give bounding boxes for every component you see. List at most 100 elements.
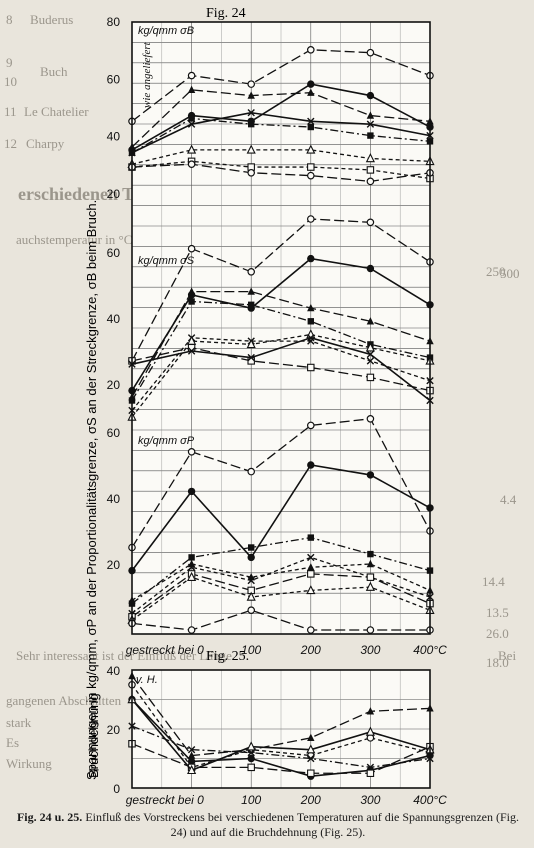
fig24-σB-point [366,120,375,128]
fig24-σB-point [187,85,196,94]
fig24-σB-point [247,168,256,177]
fig24-σS-point [366,264,375,273]
fig24-σB-series-line [131,160,431,180]
fig24-σS-series-line [131,257,431,392]
fig24-σB-point [366,48,375,57]
fig24-σP-point [247,467,256,476]
fig24-σS-point [366,373,375,382]
fig24-scale-label: kg/qmm σP [138,435,195,447]
fig24-σS-series-line [131,347,431,392]
bg-row-8: 8 [6,12,13,27]
fig24-σP-point [247,553,255,562]
fig25-x-tick-label: gestreckt bei 0 [126,793,204,807]
bg-val-5: 18.0 [486,655,509,670]
fig24-σB-series-line [131,117,431,154]
bg-col-250: 250 [486,264,506,279]
bg-val-1: 4.4 [500,492,517,507]
fig25-point [247,754,255,763]
fig24-σB-point [307,117,315,125]
fig24-σB-point [188,115,195,122]
fig25-point [307,733,315,742]
fig24-σP-series-line [131,464,431,572]
fig24-σS-series-line [131,218,431,362]
bg-row-10: 10 [4,74,17,89]
fig24-σB-point [187,144,197,154]
fig24-σP-point [187,571,197,581]
fig24-σP-series-line [131,536,431,605]
fig25-x-tick-label: 100 [241,793,261,807]
fig24-σP-point [366,471,375,479]
fig24-σS-point [306,215,315,223]
fig24-σS-point [366,317,375,325]
fig24-σP-point [188,554,195,561]
fig24-y-tick-label: 60 [107,246,121,260]
fig25-y-tick-label: 0 [113,782,120,796]
fig24-σS-series-line [131,300,431,401]
fig24-x-tick-label: 400°C [413,643,447,657]
fig24-σS-point [247,287,255,295]
bg-bottom-1: Sehr interessant ist der Einfluß der Län… [16,648,236,663]
fig25-point [306,744,316,754]
fig24-σP-point [247,576,255,585]
fig24-σP-point [366,559,375,568]
fig24-x-tick-label: 300 [360,643,380,657]
fig24-y-tick-label: 40 [107,312,121,326]
fig24-σB-series-line [131,89,431,148]
fig24-σB-point [247,80,256,88]
figure-caption: Fig. 24 u. 25. Einfluß des Vorstreckens … [8,810,528,840]
fig24-σP-series-line [131,573,431,618]
fig24-σS-point [365,342,375,352]
fig24-σP-point [187,563,196,571]
fig24-σS-point [307,303,315,312]
fig24-σB-point [366,166,375,174]
fig24-y-tick-label: 40 [107,130,121,144]
fig24-σP-point [247,606,256,615]
bg-bottom-3: gangenen Abschnitten [6,693,122,708]
fig24-σS-series-line [131,336,431,402]
fig25-title: Fig. 25. [206,649,249,664]
fig24-σP-point [366,626,375,634]
fig25-point [366,707,375,715]
fig24-y-tick-label: 20 [107,187,121,201]
fig25-point [187,751,196,759]
fig24-σP-series-line [131,563,431,601]
fig24-σB-point [306,171,315,180]
fig24-y-tick-label: 20 [107,378,121,392]
fig24-labels: 80 60 40 20 kg/qmm σB wie angeliefert 60 40 20 kg… [107,15,447,657]
fig24-σS-point [366,218,375,227]
fig24-note-wie-angeliefert: wie angeliefert [141,41,153,108]
fig24-σP-point [306,584,316,595]
fig24-σP-point [307,563,315,571]
bg-bottom-2: Bei [498,648,517,663]
fig24-σP-series-line [131,609,430,631]
fig24-σP-point [248,544,255,551]
fig24-σS-point [247,267,256,276]
fig24-σB-point [307,163,315,171]
fig25-point [366,769,375,777]
fig24-σS-point [366,350,375,358]
fig24-σB-point [366,177,375,186]
fig24-scale-label: kg/qmm σS [138,255,195,267]
fig24-ylabel: Spannungen in kg/qmm, σP an der Proporti… [84,200,99,780]
fig25-point [365,726,375,736]
fig24-σP-point [366,414,375,423]
fig24-σS-point [246,338,256,349]
fig24-σB-series-line [131,111,431,154]
fig25-point [187,757,196,766]
fig24-σS-point [307,363,315,372]
fig24-σS-point [188,298,195,305]
fig24-σP-point [187,447,196,456]
fig24-σB-point [366,111,375,119]
fig24-σB-series-line [131,49,431,122]
fig24-title: Fig. 24 [206,6,246,21]
fig25-series-line [131,698,431,778]
fig25-ylabel: Bruchdehnung [86,693,101,778]
fig24-σP-point [246,591,256,601]
fig24-σP-point [307,534,314,541]
fig25-x-tick-label: 300 [360,793,380,807]
fig24-y-tick-label: 60 [107,72,121,86]
bg-row-11: 11 [4,104,17,119]
fig24-σB-point [307,80,315,88]
